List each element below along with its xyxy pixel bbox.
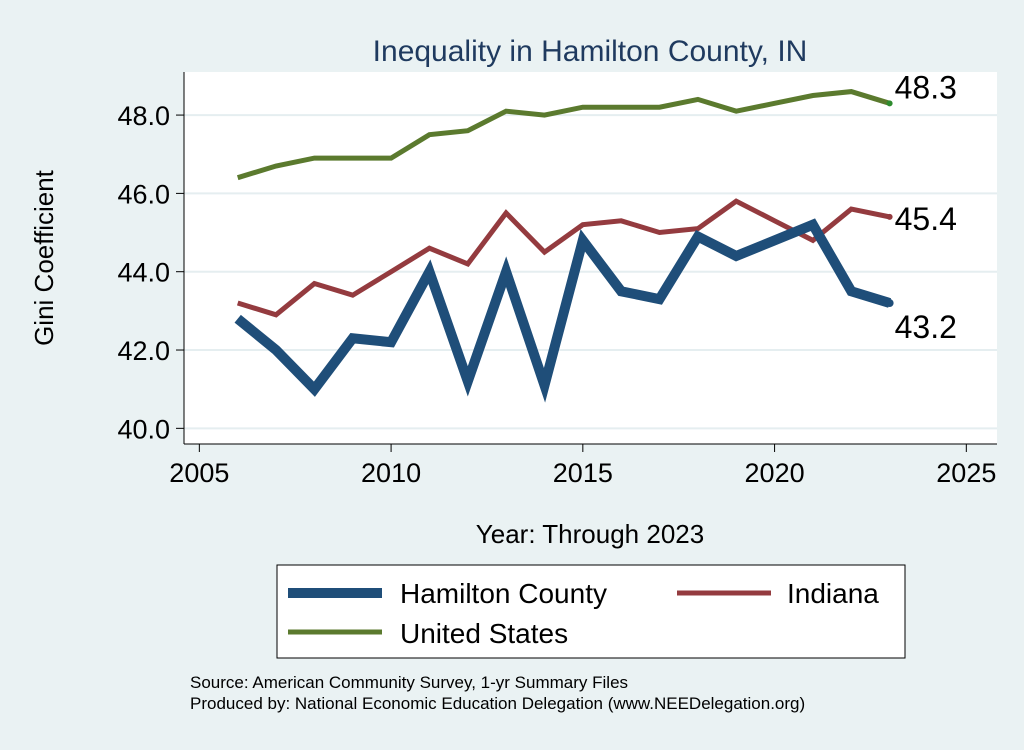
y-tick-label-40: 40.0 — [117, 414, 170, 444]
end-point-united-states — [886, 100, 893, 107]
end-labels: 43.2 45.4 48.3 — [895, 69, 957, 345]
x-axis-ticks: 2005 2010 2015 2020 2025 — [169, 444, 996, 488]
legend-label-indiana: Indiana — [787, 578, 879, 609]
legend-label-hamilton: Hamilton County — [400, 578, 607, 609]
x-tick-label-2020: 2020 — [745, 458, 805, 488]
x-tick-label-2005: 2005 — [169, 458, 229, 488]
end-label-indiana: 45.4 — [895, 201, 957, 237]
end-point-indiana — [886, 213, 893, 220]
legend: Hamilton County Indiana United States — [276, 564, 906, 659]
legend-box — [276, 564, 906, 659]
source-note: Source: American Community Survey, 1-yr … — [190, 673, 628, 692]
end-point-hamilton-county — [885, 299, 894, 308]
series-lines — [234, 89, 894, 403]
y-tick-label-46: 46.0 — [117, 179, 170, 209]
end-label-united-states: 48.3 — [895, 69, 957, 105]
chart-title: Inequality in Hamilton County, IN — [373, 35, 808, 68]
y-tick-label-48: 48.0 — [117, 101, 170, 131]
y-tick-label-44: 44.0 — [117, 258, 170, 288]
y-axis-label: Gini Coefficient — [29, 169, 59, 346]
end-label-hamilton-county: 43.2 — [895, 309, 957, 345]
y-tick-label-42: 42.0 — [117, 336, 170, 366]
series-line-united-states — [236, 89, 891, 181]
producer-note: Produced by: National Economic Education… — [190, 694, 805, 713]
legend-label-us: United States — [400, 618, 568, 649]
x-tick-label-2015: 2015 — [553, 458, 613, 488]
gridlines — [184, 114, 997, 430]
series-line-hamilton-county — [234, 218, 892, 403]
series-line-indiana — [236, 198, 891, 318]
y-axis-ticks: 40.0 42.0 44.0 46.0 48.0 — [117, 101, 184, 444]
x-tick-label-2025: 2025 — [936, 458, 996, 488]
x-tick-label-2010: 2010 — [361, 458, 421, 488]
x-axis-label: Year: Through 2023 — [476, 519, 704, 549]
